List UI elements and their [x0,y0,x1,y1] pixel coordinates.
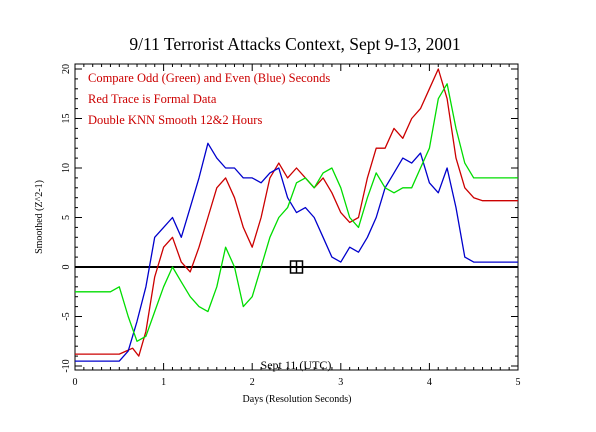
annotation-line: Compare Odd (Green) and Even (Blue) Seco… [88,71,330,85]
series-blue-line [75,142,518,362]
y-tick-label: 0 [61,265,72,270]
y-tick-label: 5 [61,215,72,220]
annotation-line: Double KNN Smooth 12&2 Hours [88,113,262,127]
event-marker [289,260,304,274]
series-green-line [75,83,518,342]
event-label: Sept 11 (UTC) [261,358,332,372]
x-tick-label: 5 [516,377,521,388]
y-tick-label: -10 [61,359,72,372]
y-tick-label: 20 [61,64,72,74]
y-tick-label: -5 [61,312,72,320]
y-tick-label: 15 [61,114,72,124]
x-tick-label: 2 [250,377,255,388]
x-tick-label: 0 [73,377,78,388]
chart-title: 9/11 Terrorist Attacks Context, Sept 9-1… [129,34,460,54]
series-layer [75,68,518,362]
x-axis-ticks: 0 1 2 3 4 5 [73,64,521,388]
plot-frame [74,63,519,371]
x-tick-label: 1 [161,377,166,388]
annotation-line: Red Trace is Formal Data [88,92,217,106]
x-tick-label: 3 [338,377,343,388]
annotations: Compare Odd (Green) and Even (Blue) Seco… [88,71,330,127]
x-tick-label: 4 [427,377,432,388]
x-axis-label: Days (Resolution Seconds) [243,394,352,405]
y-axis-label: Smoothed (Z^2-1) [34,180,45,254]
y-tick-label: 10 [61,163,72,173]
